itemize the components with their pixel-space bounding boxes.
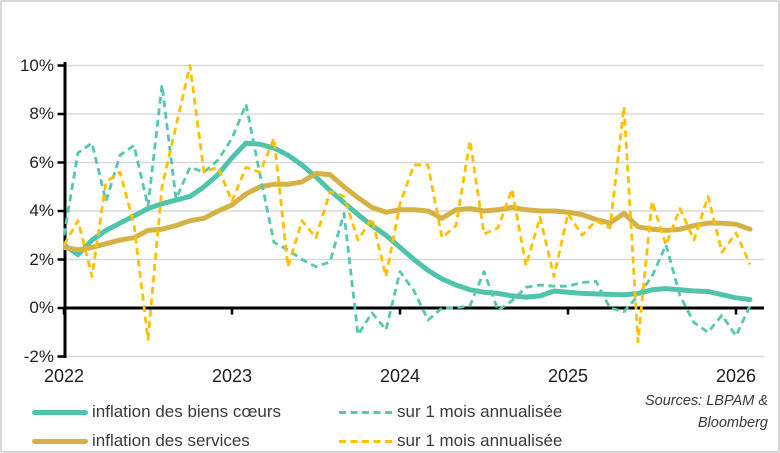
legend-label: sur 1 mois annualisée [397, 431, 563, 450]
source-note-line2: Bloomberg [697, 415, 768, 431]
x-axis-label: 2025 [547, 366, 589, 386]
axes [57, 62, 764, 358]
y-axis-label: 2% [29, 249, 54, 269]
legend-item-biens-coeurs-1mois: sur 1 mois annualisée [339, 400, 562, 424]
y-axis-label: 6% [29, 152, 54, 172]
y-axis-label: 4% [29, 201, 54, 220]
series-line-2-dashed [63, 83, 752, 338]
x-axis-label: 2022 [43, 366, 85, 386]
series-lines [63, 64, 753, 344]
legend-swatch-biens-coeurs-1mois [339, 410, 393, 414]
legend-swatch-services [32, 438, 88, 444]
legend-swatch-services-1mois [339, 439, 393, 443]
x-axis-label: 2026 [715, 366, 757, 386]
x-axis-label: 2023 [211, 366, 253, 386]
y-axis-label: 8% [29, 104, 54, 123]
x-axis-label: 2024 [379, 366, 421, 386]
y-axis-label: 10% [19, 55, 54, 75]
y-axis-label: 0% [29, 298, 54, 317]
legend-item-biens-coeurs: inflation des biens cœurs [32, 400, 281, 424]
legend-item-services-1mois: sur 1 mois annualisée [339, 429, 563, 451]
legend-item-services: inflation des services [32, 429, 250, 451]
source-note-line1: Sources: LBPAM & [644, 393, 768, 409]
legend-label: inflation des services [92, 431, 250, 450]
legend-swatch-biens-coeurs [32, 409, 88, 415]
legend-label: inflation des biens cœurs [92, 402, 281, 421]
y-axis-label: -2% [23, 346, 54, 366]
source-note: Sources: LBPAM & Bloomberg [598, 390, 768, 434]
series-line-3-dashed [63, 64, 752, 344]
series-line-1-solid [63, 170, 753, 253]
legend-label: sur 1 mois annualisée [397, 402, 563, 421]
